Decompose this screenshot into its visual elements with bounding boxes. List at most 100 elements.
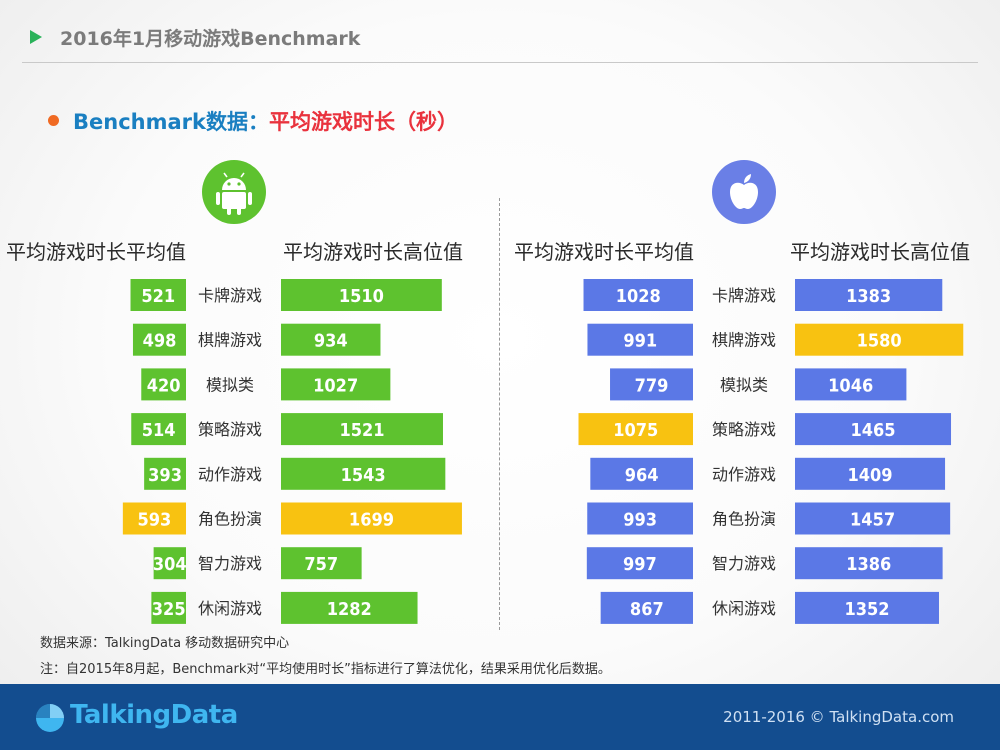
android-high-label-3: 1521 [339,420,384,441]
header-divider [22,62,978,63]
android-category-label-2: 模拟类 [206,375,254,394]
android-category-label-1: 棋牌游戏 [198,331,262,350]
android-category-label-6: 智力游戏 [198,554,262,573]
android-category-label-0: 卡牌游戏 [198,286,262,305]
android-high-label-6: 757 [304,554,338,575]
android-high-label-0: 1510 [339,286,384,307]
android-avg-bar-5 [122,502,186,535]
android-category-label-4: 动作游戏 [198,465,262,484]
ios-high-bar-2 [795,368,907,401]
android-avg-label-3: 514 [142,420,176,441]
section-subtitle: Benchmark数据：平均游戏时长（秒） [48,106,458,136]
ios-avg-bar-6 [586,547,693,580]
android-high-label-5: 1699 [349,510,394,531]
ios-category-label-6: 智力游戏 [712,554,776,573]
header-arrow-icon [30,30,42,44]
android-avg-label-4: 393 [148,465,182,486]
android-high-bar-4 [281,457,446,490]
ios-category-label-1: 棋牌游戏 [712,331,776,350]
android-avg-bar-1 [132,323,186,356]
android-avg-header: 平均游戏时长平均值 [6,240,186,264]
android-avg-label-7: 325 [152,599,186,620]
ios-category-label-2: 模拟类 [720,375,768,394]
android-high-bar-0 [281,279,442,311]
ios-avg-bar-0 [583,279,693,311]
ios-avg-label-2: 779 [635,375,669,396]
android-high-label-2: 1027 [313,375,358,396]
ios-avg-label-1: 991 [623,331,657,352]
android-avg-bar-7 [151,591,186,624]
ios-high-bar-5 [795,502,951,535]
talkingdata-logo-text: TalkingData [70,700,238,730]
android-high-bar-7 [281,591,418,624]
page-title: 2016年1月移动游戏Benchmark [60,28,361,50]
android-avg-bar-6 [153,547,186,580]
ios-category-label-3: 策略游戏 [712,420,776,439]
ios-high-bar-6 [795,547,943,580]
ios-high-header: 平均游戏时长高位值 [790,240,970,264]
android-avg-bar-0 [130,279,186,311]
android-avg-label-6: 304 [153,554,187,575]
copyright-text: 2011-2016 © TalkingData.com [723,708,954,726]
ios-avg-label-5: 993 [623,510,657,531]
android-avg-label-2: 420 [147,375,181,396]
ios-high-label-7: 1352 [844,599,889,620]
ios-high-label-4: 1409 [847,465,892,486]
ios-category-label-5: 角色扮演 [712,510,776,529]
footnote-text: 注：自2015年8月起，Benchmark对“平均使用时长”指标进行了算法优化，… [40,662,611,677]
ios-avg-bar-7 [600,591,693,624]
talkingdata-logo-icon [36,704,64,732]
ios-avg-label-4: 964 [625,465,659,486]
ios-avg-label-3: 1075 [613,420,658,441]
android-high-label-7: 1282 [327,599,372,620]
ios-avg-bar-5 [587,502,693,535]
platform-divider [499,198,500,630]
ios-category-label-7: 休闲游戏 [712,599,776,618]
ios-high-label-6: 1386 [846,554,891,575]
subtitle-highlight: 平均游戏时长（秒） [268,110,458,134]
ios-avg-label-6: 997 [623,554,657,575]
android-avg-label-5: 593 [138,510,172,531]
ios-high-label-1: 1580 [857,331,902,352]
ios-avg-bar-3 [578,413,693,446]
footer-bar: TalkingData 2011-2016 © TalkingData.com [0,684,1000,750]
ios-high-label-3: 1465 [850,420,895,441]
ios-high-label-2: 1046 [828,375,873,396]
android-high-bar-6 [281,547,362,580]
ios-high-label-0: 1383 [846,286,891,307]
android-high-bar-1 [281,323,381,356]
ios-high-bar-0 [795,279,943,311]
ios-avg-label-7: 867 [630,599,664,620]
subtitle-prefix: Benchmark数据： [73,110,269,134]
benchmark-bar-chart: 521 卡牌游戏 1510 498 棋牌游戏 934 420 模拟类 1027 514 策略游戏 15… [122,279,964,624]
android-category-label-5: 角色扮演 [198,510,262,529]
ios-high-bar-1 [795,323,964,356]
ios-category-label-0: 卡牌游戏 [712,286,776,305]
ios-high-label-5: 1457 [850,510,895,531]
android-high-bar-3 [281,413,443,446]
ios-high-bar-3 [795,413,952,446]
android-high-label-1: 934 [314,331,348,352]
android-high-header: 平均游戏时长高位值 [283,240,463,264]
ios-avg-label-0: 1028 [616,286,661,307]
ios-category-label-4: 动作游戏 [712,465,776,484]
bullet-dot-icon [48,115,59,126]
ios-high-bar-7 [795,591,939,624]
ios-avg-bar-1 [587,323,693,356]
data-source-text: 数据来源：TalkingData 移动数据研究中心 [40,636,290,651]
android-category-label-3: 策略游戏 [198,420,262,439]
ios-avg-bar-4 [590,457,693,490]
ios-avg-bar-2 [610,368,693,401]
ios-high-bar-4 [795,457,946,490]
apple-icon [712,160,776,224]
android-avg-bar-4 [144,457,186,490]
android-icon [202,160,266,224]
android-category-label-7: 休闲游戏 [198,599,262,618]
android-avg-label-0: 521 [141,286,175,307]
android-high-bar-5 [281,502,462,535]
android-avg-bar-3 [131,413,186,446]
android-high-label-4: 1543 [341,465,386,486]
ios-avg-header: 平均游戏时长平均值 [514,240,694,264]
android-high-bar-2 [281,368,391,401]
android-avg-bar-2 [141,368,186,401]
